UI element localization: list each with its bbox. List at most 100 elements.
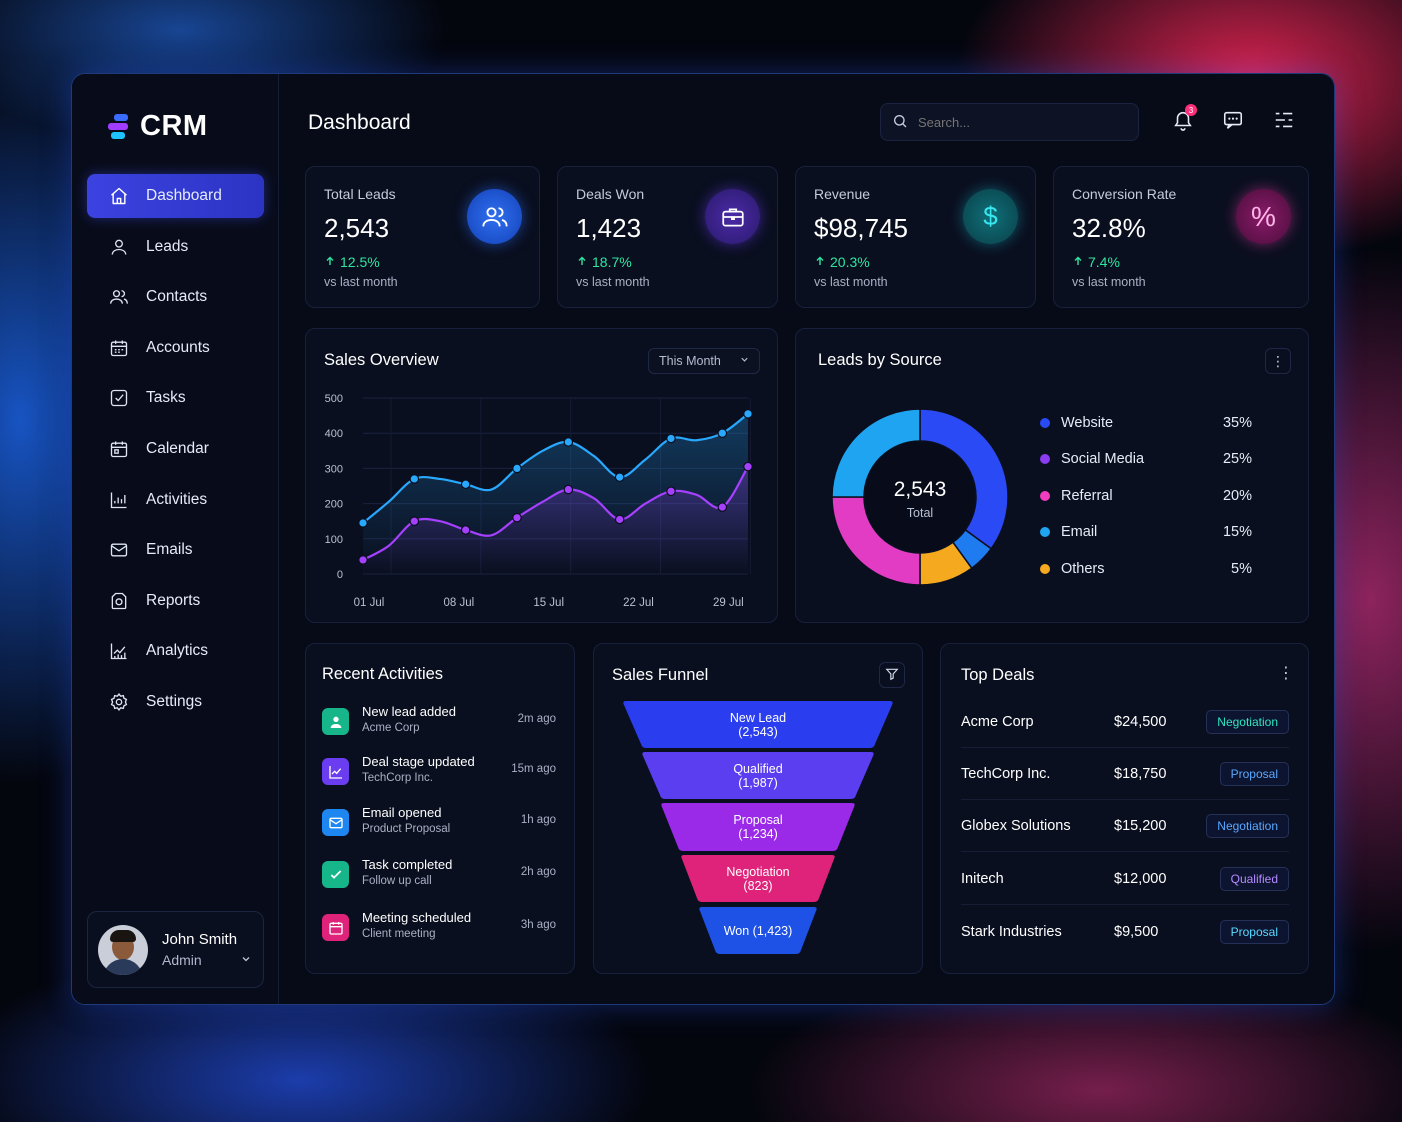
activity-item[interactable]: New lead added Acme Corp 2m ago [322,704,556,744]
search-input[interactable] [918,114,1118,130]
data-point[interactable] [460,525,471,535]
activity-title: Meeting scheduled [362,910,472,925]
data-point[interactable] [563,484,574,495]
y-tick-label: 0 [337,569,343,581]
kpi-card-deals-won[interactable]: Deals Won 1,423 18.7% vs last month [557,166,778,308]
data-point[interactable] [743,409,753,419]
pie-slice[interactable] [831,408,921,498]
chevron-down-icon[interactable] [240,952,252,968]
table-row[interactable]: TechCorp Inc. $18,750 Proposal [961,748,1289,800]
sidebar-item-label: Emails [146,541,193,559]
period-select-value: This Month [659,354,721,368]
data-point[interactable] [717,502,728,512]
kpi-delta: 18.7% [576,254,632,270]
activity-title: Email opened [362,805,442,820]
legend-item[interactable]: Email 15% [1040,524,1252,540]
funnel-stage-label: Qualified [733,762,782,776]
sidebar-item-reports[interactable]: Reports [87,579,264,623]
legend-item[interactable]: Referral 20% [1040,488,1252,504]
data-point[interactable] [666,486,676,497]
search-box[interactable] [880,103,1139,141]
sidebar-item-analytics[interactable]: Analytics [87,629,264,673]
activity-item[interactable]: Task completed Follow up call 2h ago [322,857,556,897]
filter-button[interactable] [879,662,905,688]
sidebar-item-settings[interactable]: Settings [87,680,264,724]
user-profile-card[interactable]: John Smith Admin [87,911,264,988]
kpi-label: Conversion Rate [1072,186,1177,202]
funnel-stage[interactable] [642,752,874,799]
messages-button[interactable] [1221,110,1245,134]
layout-toggle-button[interactable] [1272,110,1296,134]
funnel-stage[interactable] [681,855,835,902]
logo[interactable]: CRM [108,110,208,143]
data-point[interactable] [460,479,471,490]
status-badge: Proposal [1219,920,1289,944]
data-point[interactable] [743,461,753,472]
data-point[interactable] [614,514,625,525]
status-badge: Proposal [1219,761,1289,786]
data-point[interactable] [614,472,625,482]
activity-time: 1h ago [520,814,556,826]
funnel-stage[interactable] [623,701,893,748]
data-point[interactable] [512,512,522,523]
legend-item[interactable]: Website 35% [1040,415,1252,431]
user-icon [108,236,130,258]
card-title: Sales Funnel [612,666,709,684]
data-point[interactable] [666,433,676,444]
leads-donut-chart: 2,543 Total [831,408,1009,586]
data-point[interactable] [717,428,728,438]
kpi-label: Total Leads [324,186,396,202]
sales-funnel-card: Sales Funnel New Lead (2,543) Qualified (1,… [593,643,923,974]
funnel-stage[interactable] [699,907,817,954]
kpi-card-revenue[interactable]: Revenue $98,745 20.3% vs last month $ [795,166,1036,308]
activity-title: Task completed [362,857,453,872]
home-icon [108,185,130,207]
sidebar-item-label: Settings [146,692,203,710]
pie-slice[interactable] [919,408,1009,550]
period-select[interactable]: This Month [648,348,760,374]
table-row[interactable]: Initech $12,000 Qualified [961,853,1289,905]
legend-dot [1040,418,1050,428]
sidebar-item-label: Contacts [146,288,208,306]
table-row[interactable]: Stark Industries $9,500 Proposal [961,906,1289,958]
data-point[interactable] [409,474,420,484]
search-icon [892,113,908,132]
activity-item[interactable]: Meeting scheduled Client meeting 3h ago [322,910,556,950]
table-row[interactable]: Globex Solutions $15,200 Negotiation [961,800,1289,852]
more-options-button[interactable]: ⋮ [1265,348,1291,374]
data-point[interactable] [358,555,368,565]
kpi-card-total-leads[interactable]: Total Leads 2,543 12.5% vs last month [305,166,540,308]
table-row[interactable]: Acme Corp $24,500 Negotiation [961,696,1289,748]
legend-item[interactable]: Social Media 25% [1040,451,1252,467]
filter-icon [885,667,899,684]
mail-icon [108,539,130,561]
sidebar-item-tasks[interactable]: Tasks [87,376,264,420]
sidebar-item-leads[interactable]: Leads [87,225,264,269]
legend-label: Email [1061,524,1098,540]
logo-icon [108,113,130,140]
leads-by-source-card: Leads by Source ⋮ 2,543 Total Website 35% S… [795,328,1309,623]
sidebar-item-accounts[interactable]: Accounts [87,326,264,370]
activity-item[interactable]: Deal stage updated TechCorp Inc. 15m ago [322,754,556,794]
sidebar-item-activities[interactable]: Activities [87,478,264,522]
data-point[interactable] [358,518,368,528]
legend-dot [1040,564,1050,574]
sidebar-item-dashboard[interactable]: Dashboard [87,174,264,218]
activity-time: 15m ago [511,763,556,775]
notification-button[interactable]: 3 [1171,104,1197,134]
arrow-up-icon [324,254,336,270]
sidebar-item-contacts[interactable]: Contacts [87,275,264,319]
legend-label: Others [1061,561,1105,577]
kebab-icon[interactable]: ⋮ [1278,665,1294,682]
legend-item[interactable]: Others 5% [1040,561,1252,577]
sidebar-item-calendar[interactable]: Calendar [87,427,264,471]
kpi-card-conversion-rate[interactable]: Conversion Rate 32.8% 7.4% vs last month… [1053,166,1309,308]
data-point[interactable] [512,463,522,474]
sidebar-item-emails[interactable]: Emails [87,528,264,572]
recent-activities-card: Recent Activities New lead added Acme Co… [305,643,575,974]
data-point[interactable] [409,516,420,526]
funnel-stage[interactable] [661,803,855,851]
kpi-delta-value: 7.4% [1088,254,1120,270]
data-point[interactable] [563,437,574,447]
activity-item[interactable]: Email opened Product Proposal 1h ago [322,805,556,845]
